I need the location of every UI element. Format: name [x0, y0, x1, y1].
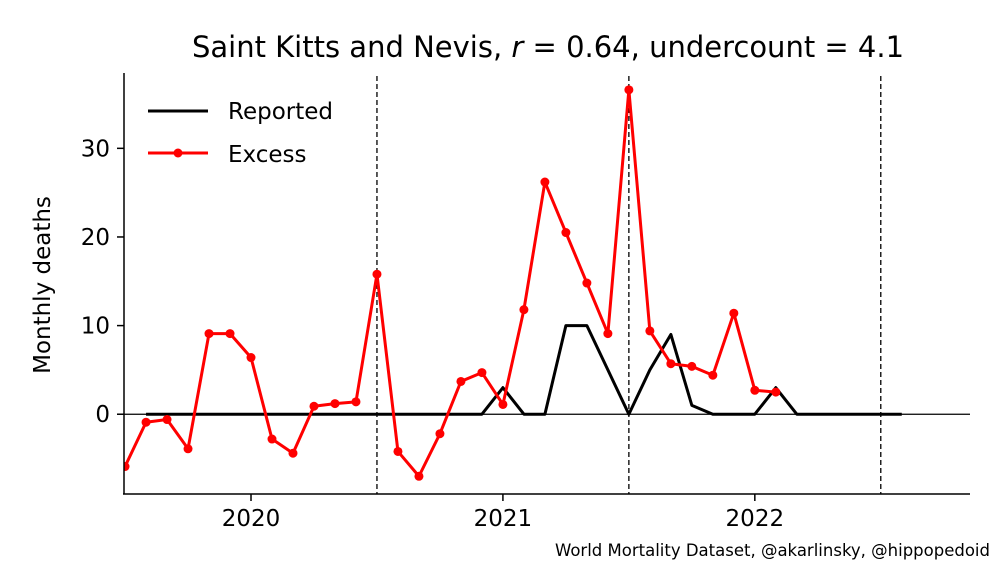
- legend-excess-marker: [173, 148, 183, 158]
- series-excess-point-2: [162, 415, 172, 425]
- series-excess-point-9: [309, 401, 319, 411]
- y-ticks: 0 10 20 30: [81, 136, 124, 428]
- legend: Reported Excess: [148, 99, 333, 168]
- y-tick-label-30: 30: [81, 136, 110, 162]
- series-excess-point-12: [372, 269, 382, 279]
- x-tick-label-2020: 2020: [222, 506, 281, 532]
- series-excess-line: [124, 88, 776, 478]
- legend-reported-label: Reported: [228, 99, 333, 125]
- series-excess-point-13: [393, 446, 403, 456]
- series-excess-point-28: [708, 370, 718, 380]
- series-excess-point-3: [183, 444, 193, 454]
- series-excess-point-20: [540, 177, 550, 187]
- x-ticks: 2020 2021 2022: [222, 494, 784, 532]
- x-tick-label-2022: 2022: [726, 506, 785, 532]
- series-excess-point-10: [330, 399, 340, 409]
- series-excess-point-5: [225, 329, 235, 339]
- series-excess-point-18: [498, 399, 508, 409]
- y-tick-label-20: 20: [81, 225, 110, 251]
- y-axis-label: Monthly deaths: [30, 196, 56, 374]
- series-excess-point-19: [519, 305, 529, 315]
- series-excess-point-4: [204, 329, 214, 339]
- series-reported-line: [146, 324, 902, 416]
- credit-text: World Mortality Dataset, @akarlinsky, @h…: [555, 541, 990, 560]
- legend-excess-label: Excess: [228, 142, 307, 168]
- series-excess-point-16: [456, 376, 466, 386]
- series-excess-point-31: [771, 387, 781, 397]
- series-excess-point-6: [246, 353, 256, 363]
- series-excess-point-25: [645, 326, 655, 336]
- y-tick-label-0: 0: [95, 402, 110, 428]
- series-excess-point-7: [267, 434, 277, 444]
- series-excess-point-15: [435, 429, 445, 439]
- plot-area: [124, 76, 970, 494]
- series-excess-point-17: [477, 368, 487, 378]
- series-excess-point-8: [288, 448, 298, 458]
- series-excess-point-11: [351, 397, 361, 407]
- series-excess-point-27: [687, 361, 697, 371]
- series-excess-point-23: [603, 329, 613, 339]
- series-excess-point-24: [624, 85, 634, 95]
- y-tick-label-10: 10: [81, 314, 110, 340]
- series-excess-point-21: [561, 228, 571, 238]
- series-excess-point-22: [582, 278, 592, 288]
- series-excess-point-30: [750, 385, 760, 395]
- series-excess-point-14: [414, 471, 424, 481]
- series-excess-point-26: [666, 359, 676, 369]
- series-excess-point-29: [729, 308, 739, 318]
- series-excess-point-0: [124, 462, 130, 472]
- chart-title: Saint Kitts and Nevis, r = 0.64, underco…: [192, 30, 904, 64]
- series-excess-point-1: [141, 417, 151, 427]
- x-tick-label-2021: 2021: [474, 506, 533, 532]
